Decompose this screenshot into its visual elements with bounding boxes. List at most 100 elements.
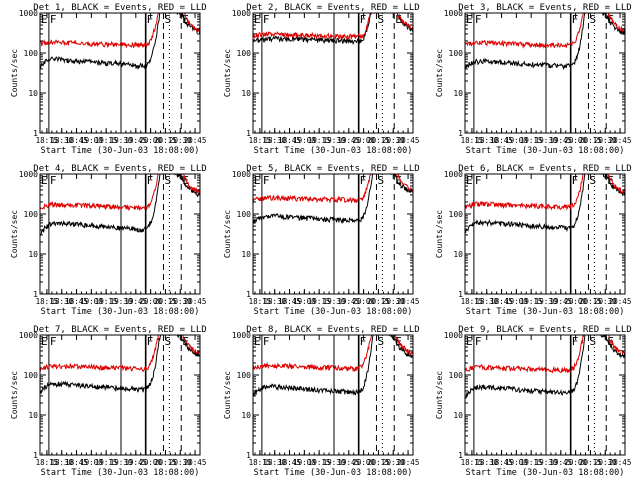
series-line-lld bbox=[253, 174, 413, 204]
y-tick-label: 10 bbox=[453, 250, 463, 259]
x-tick-label: 19:15 bbox=[308, 136, 331, 145]
x-tick-label: 19:15 bbox=[95, 458, 118, 467]
x-tick-label: 20:30 bbox=[382, 297, 405, 306]
x-tick-label: 19:45 bbox=[338, 297, 361, 306]
y-tick-label: 1 bbox=[33, 451, 38, 460]
plot-frame bbox=[39, 12, 201, 134]
x-tick-label: 20:15 bbox=[579, 297, 602, 306]
x-tick-label: 18:45 bbox=[490, 297, 513, 306]
x-tick-label: 18:45 bbox=[278, 458, 301, 467]
x-tick-label: 20:15 bbox=[154, 136, 177, 145]
x-tick-label: 19:00 bbox=[293, 136, 316, 145]
y-tick-label: 1000 bbox=[444, 9, 463, 18]
event-marker-label: E bbox=[607, 174, 614, 187]
event-marker-label: E bbox=[254, 335, 261, 348]
x-tick-label: 19:30 bbox=[110, 458, 133, 467]
x-axis-title: Start Time (30-Jun-03 18:08:00) bbox=[254, 307, 413, 317]
series-group bbox=[40, 13, 200, 70]
event-marker-label: E bbox=[41, 174, 48, 187]
x-axis-title: Start Time (30-Jun-03 18:08:00) bbox=[254, 146, 413, 156]
x-tick-label: 20:00 bbox=[139, 458, 162, 467]
y-tick-label: 1 bbox=[33, 129, 38, 138]
event-marker-label: F bbox=[147, 13, 154, 26]
series-line-events bbox=[40, 335, 200, 394]
x-axis-title: Start Time (30-Jun-03 18:08:00) bbox=[41, 146, 200, 156]
x-tick-label: 20:45 bbox=[609, 136, 632, 145]
y-tick-label: 1000 bbox=[19, 170, 38, 179]
x-tick-label: 20:15 bbox=[367, 297, 390, 306]
panel-title: Det 3, BLACK = Events, RED = LLD bbox=[458, 3, 631, 13]
x-tick-label: 19:15 bbox=[520, 136, 543, 145]
x-tick-label: 19:00 bbox=[505, 297, 528, 306]
panel-title: Det 6, BLACK = Events, RED = LLD bbox=[458, 164, 631, 174]
x-tick-label: 20:30 bbox=[382, 136, 405, 145]
y-tick-label: 100 bbox=[237, 49, 252, 58]
x-tick-label: 18:30 bbox=[475, 458, 498, 467]
event-marker-label: S bbox=[164, 335, 171, 348]
x-tick-label: 20:45 bbox=[184, 297, 207, 306]
x-tick-label: 19:30 bbox=[110, 136, 133, 145]
event-marker-label: E bbox=[466, 335, 473, 348]
event-marker-label: F bbox=[263, 335, 270, 348]
series-line-lld bbox=[465, 335, 625, 374]
event-marker-label: F bbox=[360, 335, 367, 348]
x-tick-label: 19:15 bbox=[308, 458, 331, 467]
y-axis-title: Counts/sec bbox=[223, 371, 232, 419]
x-tick-label: 19:45 bbox=[550, 458, 573, 467]
event-marker-label: F bbox=[475, 335, 482, 348]
series-group bbox=[253, 335, 413, 397]
y-tick-label: 1 bbox=[246, 129, 251, 138]
event-marker-label: E bbox=[466, 13, 473, 26]
x-tick-label: 19:45 bbox=[338, 136, 361, 145]
y-tick-label: 10 bbox=[28, 250, 38, 259]
x-tick-label: 19:30 bbox=[323, 297, 346, 306]
series-line-lld bbox=[253, 13, 413, 41]
event-marker-label: E bbox=[254, 13, 261, 26]
x-tick-label: 19:15 bbox=[95, 136, 118, 145]
x-axis-title: Start Time (30-Jun-03 18:08:00) bbox=[41, 468, 200, 478]
x-tick-label: 18:30 bbox=[475, 136, 498, 145]
series-line-events bbox=[253, 174, 413, 225]
x-tick-label: 20:30 bbox=[594, 136, 617, 145]
y-tick-label: 100 bbox=[449, 210, 464, 219]
x-tick-label: 20:00 bbox=[139, 297, 162, 306]
event-marker-label: F bbox=[475, 13, 482, 26]
y-tick-label: 1000 bbox=[444, 331, 463, 340]
y-axis-title: Counts/sec bbox=[10, 210, 19, 258]
x-tick-label: 18:30 bbox=[50, 136, 73, 145]
series-line-events bbox=[40, 174, 200, 236]
x-tick-label: 20:00 bbox=[564, 297, 587, 306]
x-tick-label: 20:45 bbox=[184, 136, 207, 145]
x-tick-label: 20:15 bbox=[579, 458, 602, 467]
panel-title: Det 8, BLACK = Events, RED = LLD bbox=[246, 325, 419, 335]
x-tick-label: 19:00 bbox=[505, 458, 528, 467]
y-tick-label: 1000 bbox=[232, 9, 251, 18]
y-tick-label: 10 bbox=[241, 89, 251, 98]
panel-title: Det 2, BLACK = Events, RED = LLD bbox=[246, 3, 419, 13]
y-tick-label: 1000 bbox=[232, 331, 251, 340]
x-tick-label: 18:45 bbox=[490, 136, 513, 145]
y-axis-title: Counts/sec bbox=[435, 371, 444, 419]
x-tick-label: 20:15 bbox=[154, 297, 177, 306]
y-tick-label: 100 bbox=[237, 371, 252, 380]
event-marker-label: F bbox=[475, 174, 482, 187]
x-axis-title: Start Time (30-Jun-03 18:08:00) bbox=[466, 307, 625, 317]
y-tick-label: 1 bbox=[246, 451, 251, 460]
x-tick-label: 18:45 bbox=[278, 297, 301, 306]
x-tick-label: 20:45 bbox=[397, 458, 420, 467]
y-tick-label: 1 bbox=[458, 129, 463, 138]
y-tick-label: 1 bbox=[458, 451, 463, 460]
panel-title: Det 7, BLACK = Events, RED = LLD bbox=[33, 325, 206, 335]
x-tick-label: 20:00 bbox=[564, 458, 587, 467]
y-tick-label: 100 bbox=[449, 371, 464, 380]
x-tick-label: 20:00 bbox=[564, 136, 587, 145]
x-tick-label: 19:15 bbox=[95, 297, 118, 306]
series-line-lld bbox=[40, 335, 200, 373]
x-tick-label: 18:45 bbox=[65, 136, 88, 145]
x-tick-label: 19:30 bbox=[323, 458, 346, 467]
event-marker-label: S bbox=[377, 335, 384, 348]
plot-frame bbox=[39, 173, 201, 295]
